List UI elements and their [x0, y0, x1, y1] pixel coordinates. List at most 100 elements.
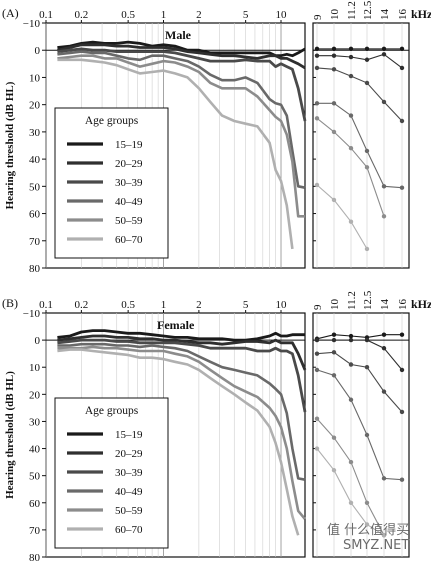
ext-data-point: [314, 65, 320, 71]
ext-data-point: [348, 337, 354, 343]
y-tick-label: 30: [29, 127, 41, 139]
series-line-30–39: [57, 47, 307, 122]
ext-data-point: [314, 46, 320, 52]
panel-label: (A): [2, 6, 19, 20]
ext-x-tick-label: 12.5: [362, 0, 374, 20]
ext-data-point: [381, 52, 387, 57]
ext-data-point: [399, 367, 405, 373]
legend: Age groups 15–19 20–29 30–39 40–49 50–59 60–70: [54, 397, 169, 549]
y-tick-label: −10: [23, 18, 41, 30]
legend-item-label: 15–19: [115, 139, 143, 151]
ext-x-tick-label: 12.5: [362, 290, 374, 310]
series-line-40–49: [57, 342, 306, 481]
ext-data-point: [399, 332, 405, 337]
y-tick-label: 30: [29, 416, 41, 428]
legend-title: Age groups: [85, 405, 139, 417]
x-tick-label: 2: [196, 9, 202, 21]
y-tick-label: 60: [29, 209, 41, 221]
ext-data-point: [331, 67, 337, 72]
series-line-15–19: [57, 329, 305, 342]
ext-x-tick-label: 9: [312, 304, 324, 310]
ext-data-point: [381, 533, 387, 538]
ext-data-point: [348, 73, 354, 79]
ext-data-point: [331, 435, 337, 440]
ext-data-point: [364, 57, 370, 62]
ext-data-point: [314, 446, 320, 451]
ext-data-point: [399, 477, 405, 482]
y-tick-label: 80: [29, 263, 41, 275]
ext-data-point: [331, 373, 337, 378]
ext-data-point: [331, 101, 337, 106]
ext-series-line-20–29: [317, 339, 403, 371]
ext-data-point: [314, 351, 320, 356]
x-tick-label: 0.1: [39, 9, 53, 21]
legend-item-label: 30–39: [115, 467, 143, 479]
ext-data-point: [314, 337, 320, 343]
panel-label: (B): [2, 296, 18, 310]
ext-data-point: [364, 365, 370, 370]
ext-x-tick-label: 11.2: [346, 291, 358, 310]
kHz-unit-label: kHz: [411, 297, 431, 311]
ext-x-tick-label: 16: [397, 9, 409, 21]
ext-data-point: [364, 246, 370, 252]
ext-data-point: [348, 500, 354, 505]
ext-series-line-60–70: [316, 184, 368, 250]
ext-data-point: [348, 219, 354, 224]
ext-x-tick-label: 11.2: [346, 1, 358, 20]
legend-item-label: 50–59: [115, 505, 143, 517]
ext-data-point: [314, 53, 320, 58]
ext-data-point: [331, 197, 337, 203]
legend-item-label: 40–49: [115, 486, 143, 498]
ext-series-line-30–39: [316, 67, 403, 122]
y-tick-label: 0: [35, 45, 41, 57]
watermark-site: SMYZ.NET: [343, 538, 409, 553]
y-tick-label: 70: [29, 525, 41, 537]
ext-data-point: [314, 116, 320, 121]
ext-plot-frame: [312, 22, 410, 269]
series-line-60–70: [57, 348, 300, 536]
y-tick-label: 50: [29, 471, 41, 483]
ext-data-point: [399, 409, 405, 415]
ext-data-point: [381, 389, 387, 394]
ext-series-line-50–59: [316, 418, 385, 536]
ext-data-point: [399, 65, 405, 71]
ext-data-point: [331, 468, 337, 473]
ext-data-point: [348, 459, 354, 465]
panel-male: −10 0 10 20 30 40 50 60 70 80 0.1 0.2 0.5 1 2 5 10 9 10 11.…: [2, 0, 431, 275]
ext-data-point: [331, 53, 337, 58]
x-tick-label: 1: [161, 299, 167, 311]
ext-data-point: [348, 113, 354, 118]
ext-data-point: [348, 333, 354, 339]
ext-data-point: [331, 350, 337, 355]
y-axis-title: Hearing threshold (dB HL): [4, 371, 16, 499]
ext-x-tick-label: 10: [329, 299, 341, 311]
y-tick-label: 20: [29, 100, 41, 112]
y-tick-label: 0: [35, 335, 41, 347]
ext-series-line-40–49: [316, 369, 403, 481]
legend-item-label: 40–49: [115, 196, 143, 208]
y-tick-label: 80: [29, 552, 41, 561]
kHz-unit-label: kHz: [411, 7, 431, 21]
legend: Age groups 15–19 20–29 30–39 40–49 50–59 60–70: [54, 107, 169, 259]
ext-data-point: [399, 118, 405, 124]
ext-data-point: [314, 416, 320, 421]
ext-data-point: [399, 46, 405, 52]
y-tick-label: −10: [23, 308, 41, 320]
ext-series-line-50–59: [316, 117, 385, 217]
ext-data-point: [381, 46, 387, 52]
y-tick-label: 10: [29, 72, 41, 84]
x-tick-label: 0.2: [74, 299, 88, 311]
ext-data-point: [314, 367, 320, 373]
ext-data-point: [364, 337, 370, 343]
ext-data-point: [331, 337, 337, 343]
legend-item-label: 15–19: [115, 429, 143, 441]
ext-data-point: [348, 362, 354, 367]
ext-data-point: [314, 182, 320, 188]
legend-item-label: 60–70: [115, 234, 143, 246]
watermark: 值 什么值得买 SMYZ.NET: [327, 522, 409, 553]
ext-series-line-15–19: [316, 334, 402, 340]
x-tick-label: 0.5: [121, 299, 135, 311]
x-tick-label: 2: [196, 299, 202, 311]
ext-data-point: [381, 184, 387, 189]
